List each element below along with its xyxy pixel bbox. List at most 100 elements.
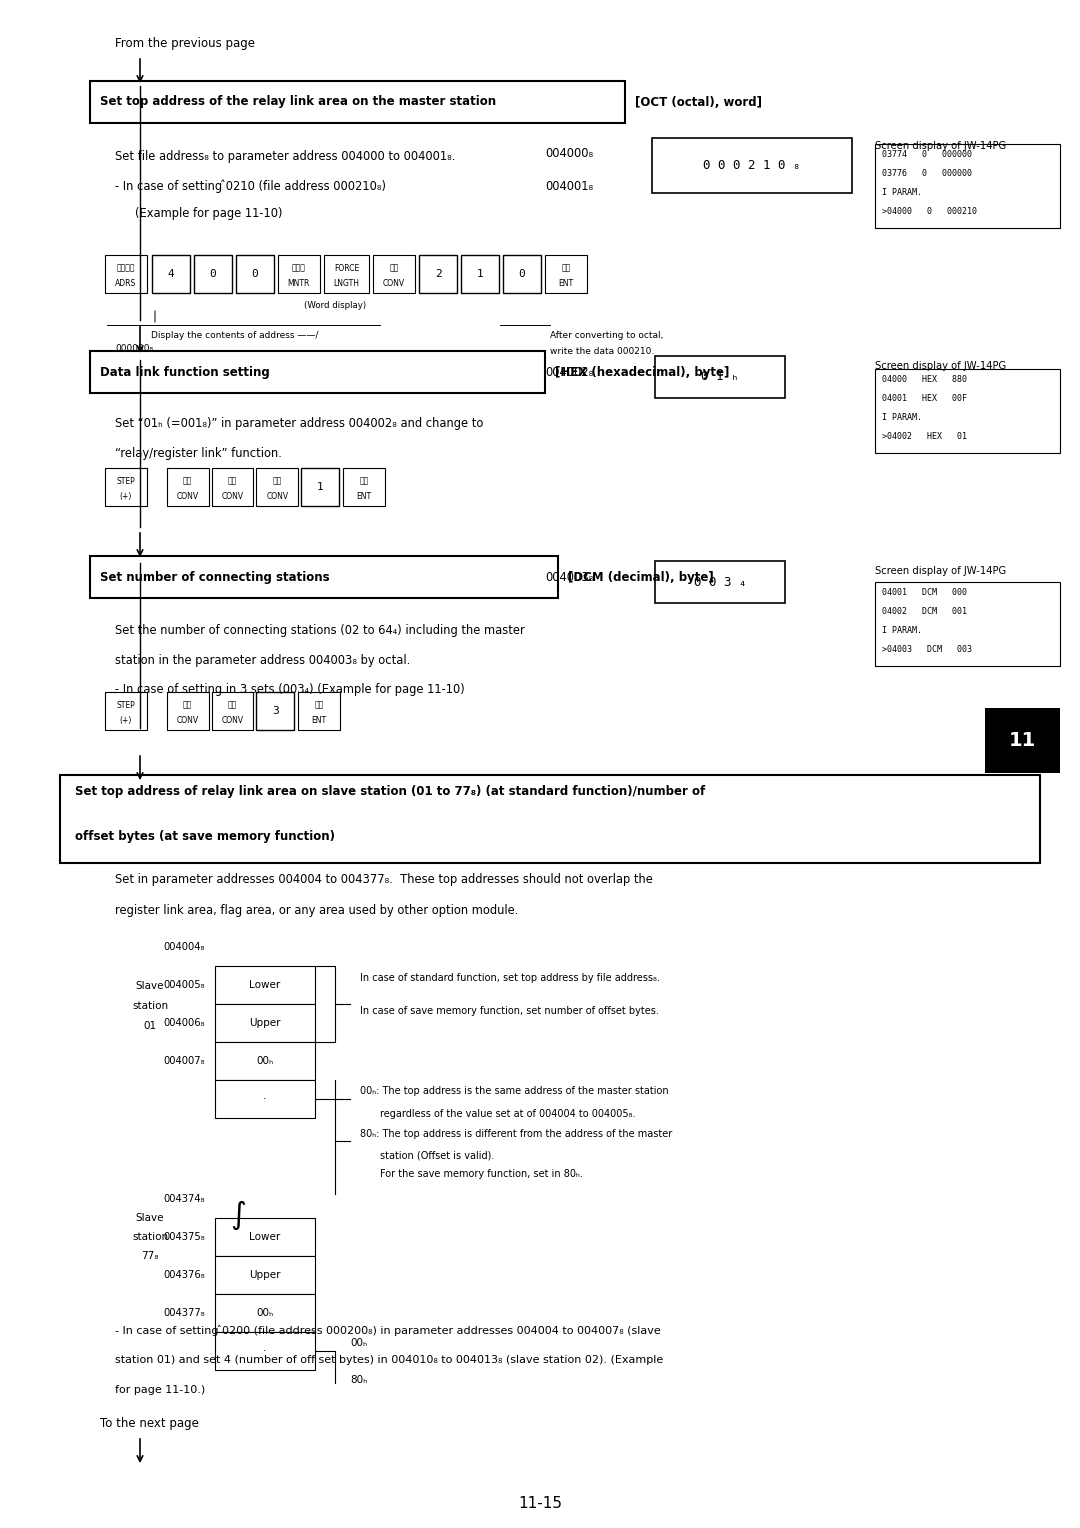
- Text: >04000   0   000210: >04000 0 000210: [882, 206, 977, 215]
- Text: 004001₈: 004001₈: [545, 179, 593, 193]
- FancyBboxPatch shape: [256, 468, 298, 506]
- Text: STEP: STEP: [117, 701, 135, 711]
- FancyBboxPatch shape: [298, 692, 340, 730]
- FancyBboxPatch shape: [654, 356, 785, 397]
- Text: LNGTH: LNGTH: [334, 280, 360, 287]
- Text: 80ₕ: The top address is different from the address of the master: 80ₕ: The top address is different from t…: [360, 1129, 672, 1138]
- Text: Slave: Slave: [136, 1213, 164, 1222]
- Text: (Word display): (Word display): [303, 301, 366, 310]
- Text: [OCT (octal), word]: [OCT (octal), word]: [635, 95, 762, 108]
- Text: アドレス: アドレス: [117, 264, 135, 274]
- Text: Set the number of connecting stations (02 to 64₄) including the master: Set the number of connecting stations (0…: [114, 623, 525, 637]
- FancyBboxPatch shape: [212, 468, 254, 506]
- FancyBboxPatch shape: [105, 255, 147, 293]
- Text: (+): (+): [120, 492, 132, 501]
- Text: Screen display of JW-14PG: Screen display of JW-14PG: [875, 361, 1007, 371]
- Text: In case of save memory function, set number of offset bytes.: In case of save memory function, set num…: [360, 1005, 659, 1016]
- Text: 変換: 変換: [184, 701, 192, 711]
- Text: Slave: Slave: [136, 981, 164, 992]
- FancyBboxPatch shape: [301, 468, 339, 506]
- FancyBboxPatch shape: [654, 561, 785, 604]
- Text: In case of standard function, set top address by file address₈.: In case of standard function, set top ad…: [360, 973, 660, 983]
- Text: I PARAM.: I PARAM.: [882, 413, 922, 422]
- Text: 00ₕ: 00ₕ: [256, 1056, 273, 1067]
- Text: [HEX (hexadecimal), byte]: [HEX (hexadecimal), byte]: [555, 365, 729, 379]
- Text: MNTR: MNTR: [287, 280, 310, 287]
- Text: 11: 11: [1009, 730, 1036, 750]
- Text: >04002   HEX   01: >04002 HEX 01: [882, 432, 967, 442]
- Text: (Example for page 11-10): (Example for page 11-10): [135, 206, 283, 220]
- Text: Upper: Upper: [249, 1270, 281, 1280]
- FancyBboxPatch shape: [193, 255, 232, 293]
- Text: ENT: ENT: [312, 717, 327, 724]
- FancyBboxPatch shape: [545, 255, 586, 293]
- Text: 004377₈: 004377₈: [163, 1308, 205, 1319]
- Text: 01: 01: [144, 1021, 157, 1031]
- Text: I PARAM.: I PARAM.: [882, 188, 922, 197]
- Text: CONV: CONV: [221, 717, 244, 724]
- Text: 11-15: 11-15: [518, 1496, 562, 1511]
- FancyBboxPatch shape: [215, 1332, 315, 1371]
- FancyBboxPatch shape: [105, 468, 147, 506]
- FancyBboxPatch shape: [90, 351, 545, 393]
- Text: register link area, flag area, or any area used by other option module.: register link area, flag area, or any ar…: [114, 903, 518, 917]
- Text: STEP: STEP: [117, 477, 135, 486]
- FancyBboxPatch shape: [235, 255, 274, 293]
- Text: 004375₈: 004375₈: [163, 1232, 205, 1242]
- Text: 04000   HEX   880: 04000 HEX 880: [882, 374, 967, 384]
- FancyBboxPatch shape: [152, 255, 190, 293]
- Text: 3: 3: [272, 706, 279, 717]
- FancyBboxPatch shape: [324, 255, 369, 293]
- FancyBboxPatch shape: [343, 468, 384, 506]
- Text: 004376₈: 004376₈: [163, 1270, 205, 1280]
- Text: - In case of setting in 3 sets (003₄) (Example for page 11-10): - In case of setting in 3 sets (003₄) (E…: [114, 683, 464, 697]
- Text: ENT: ENT: [356, 492, 372, 501]
- Text: ENT: ENT: [558, 280, 573, 287]
- FancyBboxPatch shape: [166, 468, 208, 506]
- Text: Screen display of JW-14PG: Screen display of JW-14PG: [875, 141, 1007, 151]
- Text: 0 0 0 2 1 0 ₈: 0 0 0 2 1 0 ₈: [703, 159, 800, 173]
- Text: To the next page: To the next page: [100, 1416, 199, 1430]
- Text: 0: 0: [252, 269, 258, 280]
- Text: regardless of the value set at of 004004 to 004005₈.: regardless of the value set at of 004004…: [380, 1109, 635, 1118]
- Text: 04001   DCM   000: 04001 DCM 000: [882, 588, 967, 597]
- FancyBboxPatch shape: [60, 775, 1040, 863]
- Text: I PARAM.: I PARAM.: [882, 626, 922, 636]
- Text: Data link function setting: Data link function setting: [100, 365, 270, 379]
- Text: 04002   DCM   001: 04002 DCM 001: [882, 607, 967, 616]
- Text: 変換: 変換: [390, 264, 399, 274]
- Text: Display the contents of address ——/: Display the contents of address ——/: [151, 330, 319, 339]
- FancyBboxPatch shape: [215, 1004, 315, 1042]
- FancyBboxPatch shape: [256, 692, 295, 730]
- Text: Upper: Upper: [249, 1018, 281, 1028]
- Text: 004003₈: 004003₈: [545, 570, 593, 584]
- Text: 0: 0: [518, 269, 525, 280]
- Text: 004000₈: 004000₈: [545, 147, 593, 159]
- Text: 書込: 書込: [360, 477, 368, 486]
- Text: CONV: CONV: [383, 280, 405, 287]
- Text: 04001   HEX   00F: 04001 HEX 00F: [882, 394, 967, 403]
- Text: 004004₈: 004004₈: [164, 941, 205, 952]
- Text: 1: 1: [476, 269, 484, 280]
- FancyBboxPatch shape: [215, 1294, 315, 1332]
- FancyBboxPatch shape: [503, 255, 541, 293]
- FancyBboxPatch shape: [166, 692, 208, 730]
- Text: ∫: ∫: [230, 1201, 246, 1230]
- Text: ·: ·: [264, 1346, 267, 1355]
- Text: 03776   0   000000: 03776 0 000000: [882, 170, 972, 177]
- Text: ADRS: ADRS: [116, 280, 136, 287]
- FancyBboxPatch shape: [875, 144, 1059, 228]
- Text: 004374₈: 004374₈: [163, 1193, 205, 1204]
- FancyBboxPatch shape: [215, 1080, 315, 1118]
- Text: 0 0 3 ₄: 0 0 3 ₄: [693, 576, 746, 588]
- FancyBboxPatch shape: [278, 255, 320, 293]
- Text: Set in parameter addresses 004004 to 004377₈.  These top addresses should not ov: Set in parameter addresses 004004 to 004…: [114, 874, 653, 886]
- Text: From the previous page: From the previous page: [114, 37, 255, 49]
- Text: 変換: 変換: [228, 701, 238, 711]
- Text: ·: ·: [264, 1094, 267, 1105]
- Text: CONV: CONV: [177, 717, 199, 724]
- Text: 4: 4: [167, 269, 174, 280]
- FancyBboxPatch shape: [875, 368, 1059, 452]
- Text: CONV: CONV: [267, 492, 288, 501]
- Text: 変換: 変換: [228, 477, 238, 486]
